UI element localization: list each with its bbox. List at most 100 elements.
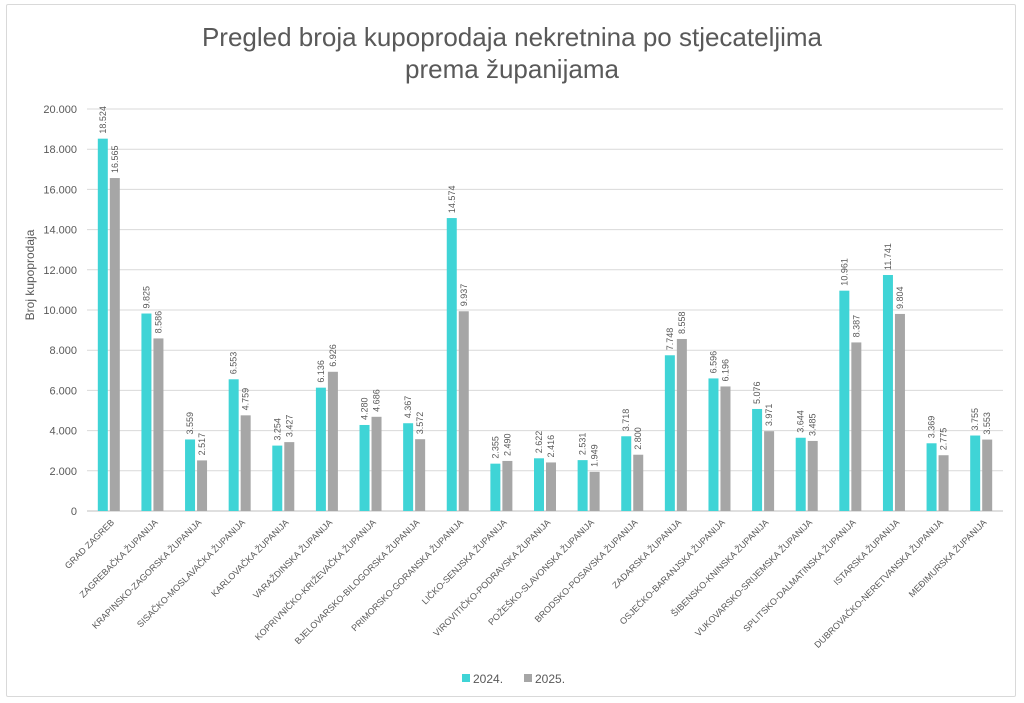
bar-2024 xyxy=(752,408,763,511)
data-label: 9.825 xyxy=(141,286,151,309)
y-axis-title: Broj kupoprodaja xyxy=(23,229,37,320)
bar-2024 xyxy=(839,290,850,511)
data-label: 3.485 xyxy=(808,413,818,436)
data-label: 2.517 xyxy=(197,433,207,456)
bar-2025 xyxy=(938,455,949,511)
bar-2025 xyxy=(153,338,164,511)
x-tick-label: VARAŽDINSKA ŽUPANIJA xyxy=(251,517,334,600)
data-label: 2.800 xyxy=(633,427,643,450)
y-tick-label: 16.000 xyxy=(43,184,77,196)
data-label: 2.622 xyxy=(534,431,544,454)
data-label: 3.755 xyxy=(970,408,980,431)
data-label: 16.565 xyxy=(110,146,120,174)
bar-2024 xyxy=(664,355,675,511)
y-tick-label: 14.000 xyxy=(43,225,77,237)
y-tick-label: 4.000 xyxy=(49,426,77,438)
bar-2024 xyxy=(446,218,457,511)
data-label: 2.531 xyxy=(578,433,588,456)
bar-2025 xyxy=(589,471,600,511)
x-tick-label: LIČKO-SENJSKA ŽUPANIJA xyxy=(420,517,509,606)
bar-2025 xyxy=(240,415,251,511)
bar-2024 xyxy=(795,437,806,511)
legend-swatch xyxy=(524,674,532,682)
bar-2024 xyxy=(315,387,326,511)
data-label: 6.196 xyxy=(720,359,730,382)
data-label: 3.254 xyxy=(272,418,282,441)
data-label: 3.427 xyxy=(284,415,294,438)
data-label: 6.926 xyxy=(328,344,338,367)
data-label: 5.076 xyxy=(752,381,762,404)
x-tick-label: KARLOVAČKA ŽUPANIJA xyxy=(209,517,290,598)
data-label: 1.949 xyxy=(590,444,600,467)
data-label: 7.748 xyxy=(665,328,675,351)
data-label: 2.775 xyxy=(939,428,949,451)
bar-2024 xyxy=(490,463,501,511)
bar-2024 xyxy=(185,439,196,511)
bar-2024 xyxy=(359,424,370,511)
legend: 2024. 2025. xyxy=(462,672,565,686)
data-label: 18.524 xyxy=(98,106,108,134)
data-label: 4.280 xyxy=(360,397,370,420)
bar-2024 xyxy=(708,378,719,511)
data-label: 8.558 xyxy=(677,311,687,334)
chart-title-line-1: Pregled broja kupoprodaja nekretnina po … xyxy=(202,22,823,52)
data-label: 11.741 xyxy=(883,243,893,270)
legend-swatch xyxy=(462,674,470,682)
bar-2024 xyxy=(621,436,632,511)
data-label: 6.136 xyxy=(316,360,326,383)
bar-2024 xyxy=(141,313,152,511)
bar-2024 xyxy=(970,435,981,511)
bar-2025 xyxy=(415,439,426,511)
bar-2025 xyxy=(502,460,513,511)
y-tick-label: 12.000 xyxy=(43,265,77,277)
y-tick-label: 6.000 xyxy=(49,385,77,397)
data-label: 3.572 xyxy=(415,412,425,435)
bar-2025 xyxy=(327,371,338,511)
bar-2025 xyxy=(720,386,731,511)
bar-2025 xyxy=(546,462,556,511)
chart-title-line-2: prema županijama xyxy=(405,54,619,84)
data-label: 3.559 xyxy=(185,412,195,435)
bar-2025 xyxy=(458,311,469,511)
data-label: 2.416 xyxy=(546,435,556,458)
data-label: 10.961 xyxy=(839,258,849,286)
bar-2024 xyxy=(272,445,283,511)
bar-2025 xyxy=(197,460,208,511)
bar-2025 xyxy=(284,442,295,511)
bar-2025 xyxy=(851,342,862,511)
data-label: 4.367 xyxy=(403,396,413,419)
bar-2024 xyxy=(926,443,937,511)
data-label: 14.574 xyxy=(447,186,457,214)
bar-chart: Pregled broja kupoprodaja nekretnina po … xyxy=(23,22,1003,686)
data-label: 3.971 xyxy=(764,404,774,427)
y-axis-ticks: 0 2.000 4.000 6.000 8.000 10.000 12.000 14.000 1… xyxy=(43,104,77,518)
y-tick-label: 18.000 xyxy=(43,144,77,156)
data-label: 8.387 xyxy=(851,315,861,338)
bar-2025 xyxy=(894,313,905,511)
chart-frame: Pregled broja kupoprodaja nekretnina po … xyxy=(6,4,1016,697)
data-label: 8.586 xyxy=(153,311,163,334)
data-label: 6.553 xyxy=(229,352,239,375)
data-label: 3.644 xyxy=(796,410,806,433)
bar-2025 xyxy=(807,440,818,511)
gridlines xyxy=(87,108,1003,512)
data-label: 6.596 xyxy=(708,351,718,374)
data-label: 9.804 xyxy=(895,286,905,309)
bar-2025 xyxy=(676,338,687,511)
bar-2025 xyxy=(371,416,382,511)
bar-2025 xyxy=(109,178,120,511)
data-label: 4.686 xyxy=(372,389,382,412)
y-tick-label: 8.000 xyxy=(49,345,77,357)
bar-2025 xyxy=(982,439,993,511)
data-label: 3.369 xyxy=(927,416,937,439)
legend-label: 2025. xyxy=(535,672,565,686)
y-tick-label: 10.000 xyxy=(43,305,77,317)
y-tick-label: 0 xyxy=(71,506,77,518)
bar-2024 xyxy=(403,423,414,511)
data-label: 2.355 xyxy=(490,436,500,459)
y-tick-label: 20.000 xyxy=(43,104,77,116)
data-label: 4.759 xyxy=(241,388,251,411)
x-tick-label: MEĐIMURSKA ŽUPANIJA xyxy=(907,517,989,599)
